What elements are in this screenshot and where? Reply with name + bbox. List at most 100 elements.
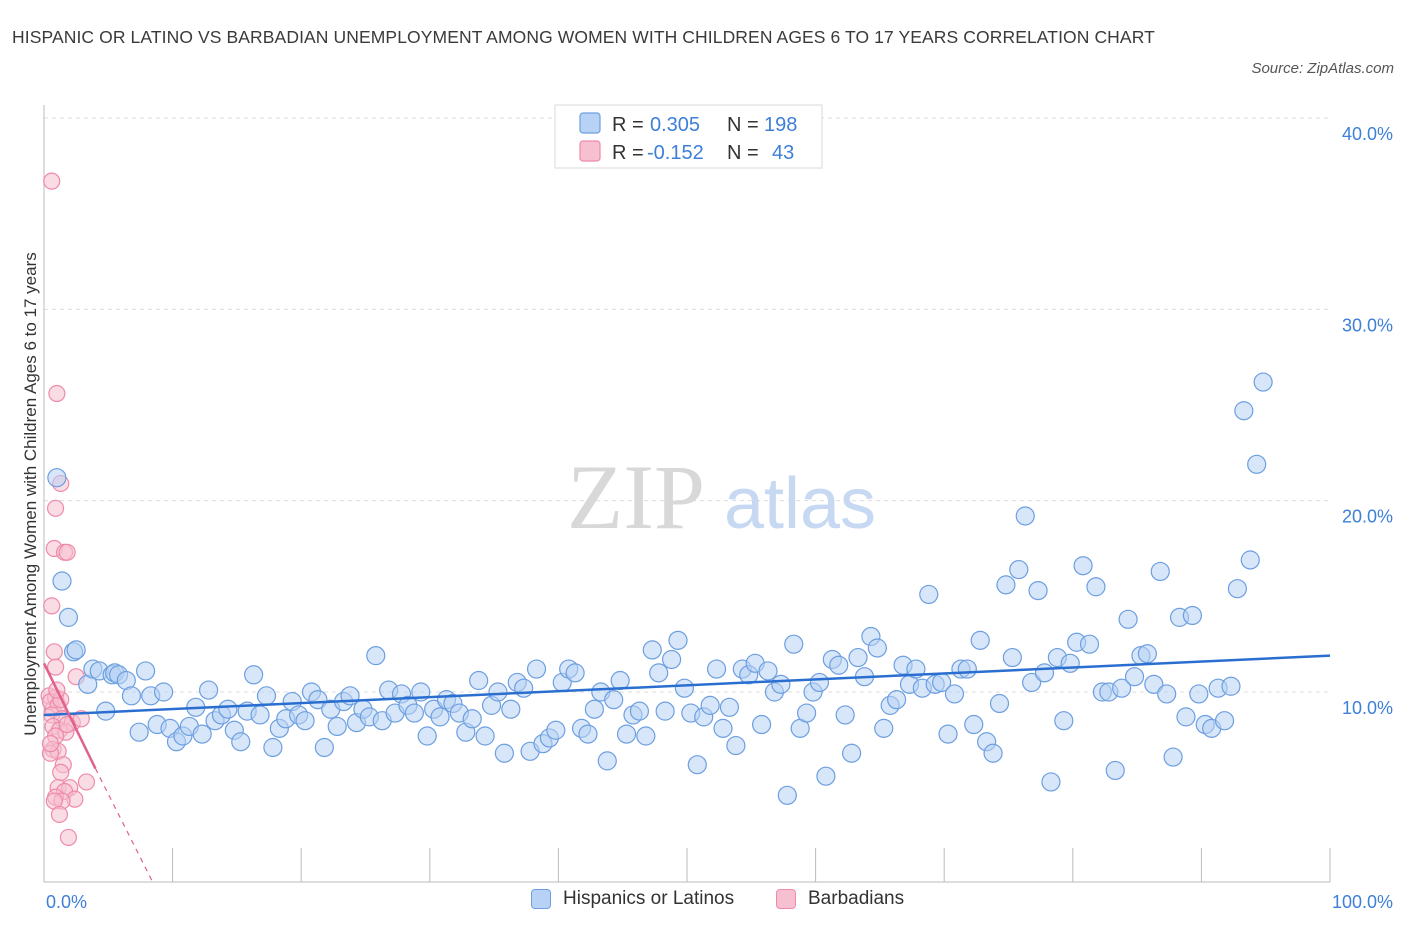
data-point-hispanic: [501, 699, 521, 719]
data-point-hispanic: [231, 732, 251, 752]
data-point-barbadian: [43, 172, 61, 190]
data-point-hispanic: [983, 743, 1003, 763]
data-point-hispanic: [1028, 580, 1048, 601]
data-point-hispanic: [1189, 684, 1209, 704]
data-point-barbadian: [58, 543, 76, 561]
data-point-hispanic: [649, 663, 669, 683]
data-point-hispanic: [700, 695, 720, 715]
legend-item-hispanics[interactable]: Hispanics or Latinos: [531, 888, 734, 910]
y-tick-label: 40.0%: [1342, 124, 1393, 144]
legend-n-label-2: N =: [727, 142, 759, 164]
y-tick-label: 30.0%: [1342, 315, 1393, 335]
data-point-hispanic: [687, 755, 707, 775]
data-point-hispanic: [218, 699, 238, 719]
data-point-hispanic: [964, 714, 984, 735]
series-barbadians: [40, 172, 96, 847]
data-point-hispanic: [784, 634, 804, 654]
data-point-hispanic: [1214, 711, 1235, 731]
legend-label-hispanics: Hispanics or Latinos: [563, 888, 735, 909]
data-point-hispanic: [1157, 684, 1177, 704]
data-point-hispanic: [1234, 401, 1254, 421]
data-point-hispanic: [1041, 772, 1061, 792]
data-point-barbadian: [43, 597, 61, 615]
data-point-hispanic: [1240, 550, 1260, 570]
legend-r-label-2: R =: [612, 142, 644, 164]
chart-title: HISPANIC OR LATINO VS BARBADIAN UNEMPLOY…: [12, 27, 1155, 47]
data-point-hispanic: [52, 571, 72, 591]
data-point-hispanic: [192, 724, 212, 744]
y-tick-label: 20.0%: [1342, 507, 1393, 527]
data-point-hispanic: [308, 690, 328, 710]
data-point-hispanic: [796, 703, 817, 723]
legend-r-value-2: -0.152: [647, 142, 704, 164]
trendline-barbadians-extension: [94, 768, 154, 884]
data-point-hispanic: [610, 670, 630, 691]
data-point-hispanic: [1060, 653, 1080, 673]
data-point-hispanic: [1105, 760, 1125, 781]
data-point-hispanic: [250, 705, 270, 725]
data-point-hispanic: [771, 674, 791, 694]
data-point-hispanic: [1227, 579, 1248, 599]
data-point-hispanic: [578, 724, 598, 744]
legend-swatch-blue: [579, 112, 601, 134]
data-point-hispanic: [430, 707, 450, 727]
data-point-hispanic: [1221, 676, 1241, 696]
data-point-hispanic: [809, 672, 830, 693]
legend-n-label-1: N =: [727, 114, 759, 136]
watermark-zip: ZIP: [567, 446, 705, 548]
data-point-hispanic: [629, 701, 650, 721]
legend-r-value-1: 0.305: [650, 114, 700, 136]
legend-item-barbadians[interactable]: Barbadians: [776, 888, 904, 910]
data-point-hispanic: [584, 699, 605, 719]
data-point-hispanic: [867, 638, 887, 658]
data-point-hispanic: [706, 659, 727, 679]
x-tick-label-min: 0.0%: [46, 892, 87, 912]
legend-r-label-1: R =: [612, 114, 644, 136]
data-point-barbadian: [50, 805, 69, 824]
data-point-hispanic: [565, 663, 585, 683]
data-point-hispanic: [199, 680, 219, 700]
y-tick-label: 10.0%: [1342, 698, 1393, 718]
data-point-hispanic: [256, 686, 277, 706]
data-point-hispanic: [944, 684, 965, 704]
data-point-barbadian: [48, 384, 66, 403]
data-point-hispanic: [719, 697, 740, 717]
trendline-hispanics: [43, 654, 1331, 717]
data-point-hispanic: [996, 575, 1016, 595]
data-point-barbadian: [77, 773, 96, 791]
data-point-hispanic: [1009, 559, 1029, 580]
source-label: Source: ZipAtlas.com: [1251, 60, 1394, 77]
legend-n-value-2: 43: [772, 142, 794, 164]
data-point-hispanic: [636, 726, 656, 746]
data-point-hispanic: [58, 607, 79, 627]
data-point-hispanic: [462, 709, 482, 729]
data-point-hispanic: [514, 678, 534, 698]
data-point-hispanic: [135, 661, 156, 681]
data-point-hispanic: [121, 686, 142, 706]
data-point-hispanic: [66, 640, 86, 660]
data-point-hispanic: [829, 655, 849, 675]
data-point-hispanic: [726, 735, 746, 756]
data-point-hispanic: [919, 584, 939, 605]
data-point-hispanic: [1015, 506, 1035, 526]
data-point-hispanic: [244, 665, 264, 685]
data-point-hispanic: [970, 630, 990, 650]
data-point-barbadian: [46, 499, 65, 517]
data-point-hispanic: [417, 726, 437, 746]
data-point-hispanic: [1086, 577, 1106, 597]
data-point-hispanic: [1079, 634, 1100, 654]
y-axis-label: Unemployment Among Women with Children A…: [21, 252, 40, 736]
data-point-hispanic: [1176, 707, 1196, 727]
data-point-barbadian: [52, 763, 70, 781]
data-point-hispanic: [469, 670, 489, 691]
data-point-hispanic: [1054, 711, 1074, 731]
data-point-hispanic: [1022, 672, 1042, 693]
x-tick-label-max: 100.0%: [1332, 892, 1393, 912]
data-point-hispanic: [758, 661, 778, 681]
data-point-hispanic: [494, 743, 514, 763]
data-point-hispanic: [642, 640, 662, 660]
series-hispanics: [47, 372, 1273, 805]
legend-n-value-1: 198: [764, 114, 797, 136]
data-point-hispanic: [546, 720, 566, 740]
